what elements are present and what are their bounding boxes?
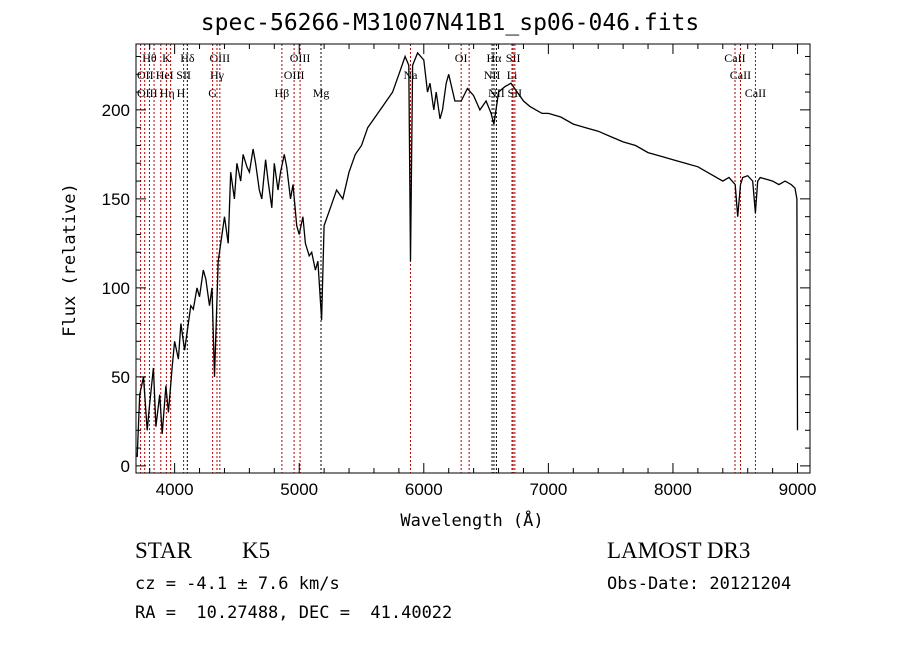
line-marker-label: Hγ <box>210 68 225 82</box>
line-marker-label: CaII <box>724 51 745 65</box>
line-marker-label: Hδ <box>180 51 195 65</box>
line-marker-label: NII <box>484 68 501 82</box>
y-tick-label: 0 <box>121 457 130 476</box>
line-marker-label: Hθ <box>142 51 157 65</box>
line-marker-label: OIII <box>290 51 311 65</box>
line-marker-label: CaII <box>730 68 751 82</box>
line-marker-label: Hβ <box>275 86 290 100</box>
x-tick-label: 8000 <box>654 480 692 499</box>
line-marker-label: Hα <box>487 51 503 65</box>
line-marker-label: HeI <box>156 68 174 82</box>
spectrum-line <box>136 51 799 458</box>
line-marker-label: OIII <box>284 68 305 82</box>
x-tick-label: 7000 <box>529 480 567 499</box>
plot-frame <box>135 43 811 474</box>
object-subclass: K5 <box>242 538 271 563</box>
line-marker-label: SII <box>506 51 521 65</box>
line-marker-label: SII <box>176 68 191 82</box>
line-marker-label: OIII <box>210 51 231 65</box>
line-marker-label: G <box>208 86 217 100</box>
y-axis-label: Flux (relative) <box>60 183 80 337</box>
x-tick-label: 4000 <box>156 480 194 499</box>
line-marker-label: OI <box>455 51 468 65</box>
x-tick-label: 5000 <box>280 480 318 499</box>
obs-date: Obs-Date: 20121204 <box>607 574 792 594</box>
y-tick-label: 200 <box>102 101 130 120</box>
line-marker-label: CaII <box>745 86 766 100</box>
x-tick-label: 9000 <box>779 480 817 499</box>
y-tick-label: 150 <box>102 190 130 209</box>
line-marker-label: OIII <box>137 86 158 100</box>
coordinates: RA = 10.27488, DEC = 41.40022 <box>135 603 453 623</box>
line-marker-label: SII <box>508 86 523 100</box>
line-marker-label: Hη <box>160 86 175 100</box>
redshift-cz: cz = -4.1 ± 7.6 km/s <box>135 574 340 594</box>
x-tick-label: 6000 <box>405 480 443 499</box>
line-marker-label: Mg <box>313 86 330 100</box>
x-axis-label: Wavelength (Å) <box>400 511 544 531</box>
line-marker-label: H <box>177 86 186 100</box>
line-marker-label: K <box>162 51 171 65</box>
line-marker-label: OII <box>137 68 154 82</box>
chart-title: spec-56266-M31007N41B1_sp06-046.fits <box>200 10 700 36</box>
object-class: STAR <box>135 538 192 563</box>
line-marker-label: Na <box>404 68 419 82</box>
survey-name: LAMOST DR3 <box>607 538 751 563</box>
line-marker-label: Li <box>507 68 518 82</box>
y-tick-label: 100 <box>102 279 130 298</box>
y-tick-label: 50 <box>111 368 130 387</box>
